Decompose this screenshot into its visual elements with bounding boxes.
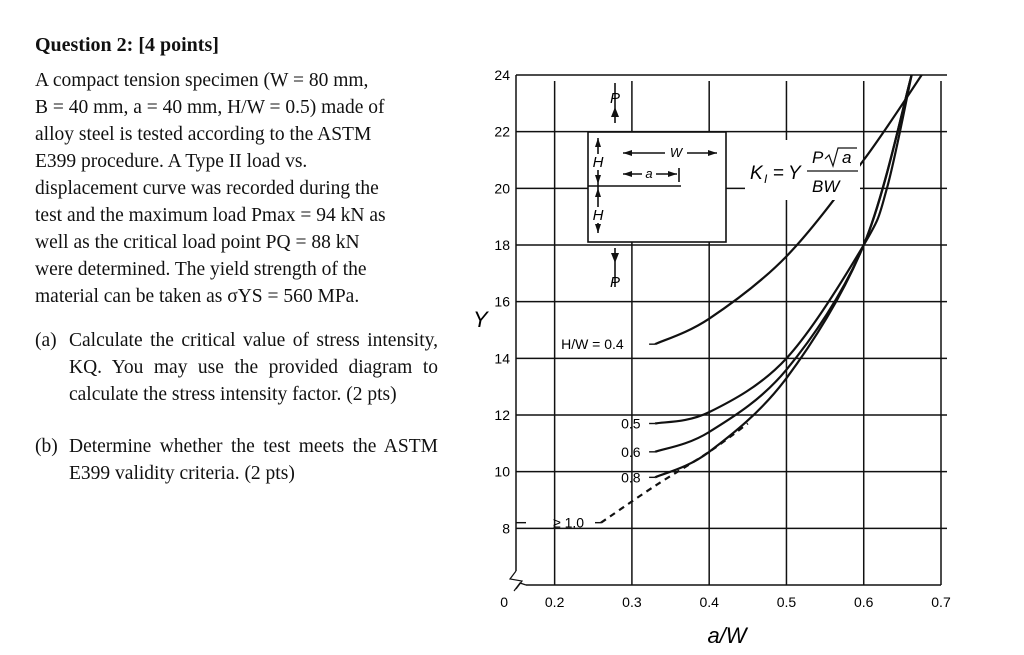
stress-intensity-formula: K I = Y P a BW [745, 140, 860, 200]
part-a: (a) Calculate the critical value of stre… [35, 327, 438, 408]
axis-break [508, 570, 524, 590]
chart-grid [516, 74, 947, 585]
series-line-4 [654, 74, 913, 479]
x-tick-label: 0.6 [854, 594, 874, 610]
x-tick-label: 0.4 [699, 594, 719, 610]
x-tick-label: 0.3 [622, 594, 642, 610]
part-b-text: Determine whether the test meets the AST… [69, 436, 438, 484]
p-label-top: P [610, 90, 620, 107]
y-tick-label: 20 [494, 180, 510, 196]
y-tick-label: 8 [502, 520, 510, 536]
svg-text:a: a [842, 148, 851, 167]
problem-line: alloy steel is tested according to the A… [35, 124, 372, 145]
specimen-body [587, 131, 727, 243]
series-label-1: H/W = 0.4 [561, 336, 624, 352]
p-label-bottom: P [610, 274, 620, 291]
a-arrow [668, 171, 677, 177]
chart-ticks: 8 10 12 14 16 18 20 22 24 0.2 0.3 0.4 0.5 0.6 0.7 0 [494, 67, 951, 610]
specimen-sketch [587, 83, 727, 287]
series-label-5: ≥ 1.0 [553, 515, 584, 531]
x-axis-label: a/W [707, 623, 748, 648]
x-tick-label: 0.2 [545, 594, 565, 610]
problem-line: displacement curve was recorded during t… [35, 178, 379, 199]
y-tick-label: 18 [494, 237, 510, 253]
h-arrow [595, 175, 601, 184]
series-line-1 [654, 74, 923, 346]
part-b: (b) Determine whether the test meets the… [35, 433, 438, 487]
chart-svg: 8 10 12 14 16 18 20 22 24 0.2 0.3 0.4 0.5 0.6 0.7 0 H/W… [473, 67, 951, 648]
problem-line: material can be taken as σYS = 560 MPa. [35, 286, 360, 307]
problem-line: A compact tension specimen (W = 80 mm, [35, 70, 369, 91]
x-tick-label: 0.7 [931, 594, 951, 610]
chart-series: H/W = 0.4 0.5 0.6 0.8 ≥ 1.0 [516, 74, 923, 531]
chart-axes [508, 75, 941, 592]
series-line-5 [600, 422, 749, 524]
part-a-label: (a) [35, 330, 57, 351]
y-tick-label: 12 [494, 407, 510, 423]
part-b-label: (b) [35, 436, 58, 457]
series-line-2 [654, 74, 913, 425]
h-arrow [595, 138, 601, 147]
series-label-4: 0.8 [621, 469, 641, 485]
h-arrow [595, 224, 601, 233]
load-arrow-top [611, 107, 619, 117]
x-tick-label: 0.5 [777, 594, 797, 610]
h-label-bottom: H [593, 207, 604, 224]
svg-text:P: P [812, 148, 824, 167]
w-arrow [708, 150, 717, 156]
y-tick-label: 14 [494, 350, 510, 366]
problem-line: well as the critical load point PQ = 88 … [35, 232, 360, 253]
h-label-top: H [593, 154, 604, 171]
y-tick-label: 16 [494, 294, 510, 310]
question-title: Question 2: [4 points] [35, 34, 219, 56]
h-arrow [595, 188, 601, 197]
y-tick-label: 22 [494, 124, 510, 140]
y-tick-label: 10 [494, 464, 510, 480]
svg-text:Y: Y [788, 163, 802, 184]
svg-text:K: K [750, 163, 764, 184]
a-label: a [645, 166, 652, 181]
problem-line: were determined. The yield strength of t… [35, 259, 367, 280]
axis-break [513, 582, 527, 592]
svg-text:=: = [773, 163, 784, 184]
y-tick-label: 24 [494, 67, 510, 83]
problem-line: E399 procedure. A Type II load vs. [35, 151, 308, 172]
w-arrow [623, 150, 632, 156]
geometry-factor-chart: 8 10 12 14 16 18 20 22 24 0.2 0.3 0.4 0.5 0.6 0.7 0 H/W… [455, 55, 955, 655]
w-label: W [670, 145, 684, 160]
svg-text:I: I [764, 172, 768, 186]
problem-statement: A compact tension specimen (W = 80 mm, B… [35, 67, 438, 310]
svg-text:BW: BW [812, 177, 841, 196]
series-label-3: 0.6 [621, 444, 641, 460]
part-a-text: Calculate the critical value of stress i… [69, 330, 438, 405]
problem-line: B = 40 mm, a = 40 mm, H/W = 0.5) made of [35, 97, 385, 118]
a-arrow [623, 171, 632, 177]
load-arrow-bottom [611, 253, 619, 263]
y-axis-label: Y [473, 307, 489, 332]
series-label-2: 0.5 [621, 416, 641, 432]
problem-line: test and the maximum load Pmax = 94 kN a… [35, 205, 386, 226]
y-origin-label: 0 [500, 594, 508, 610]
